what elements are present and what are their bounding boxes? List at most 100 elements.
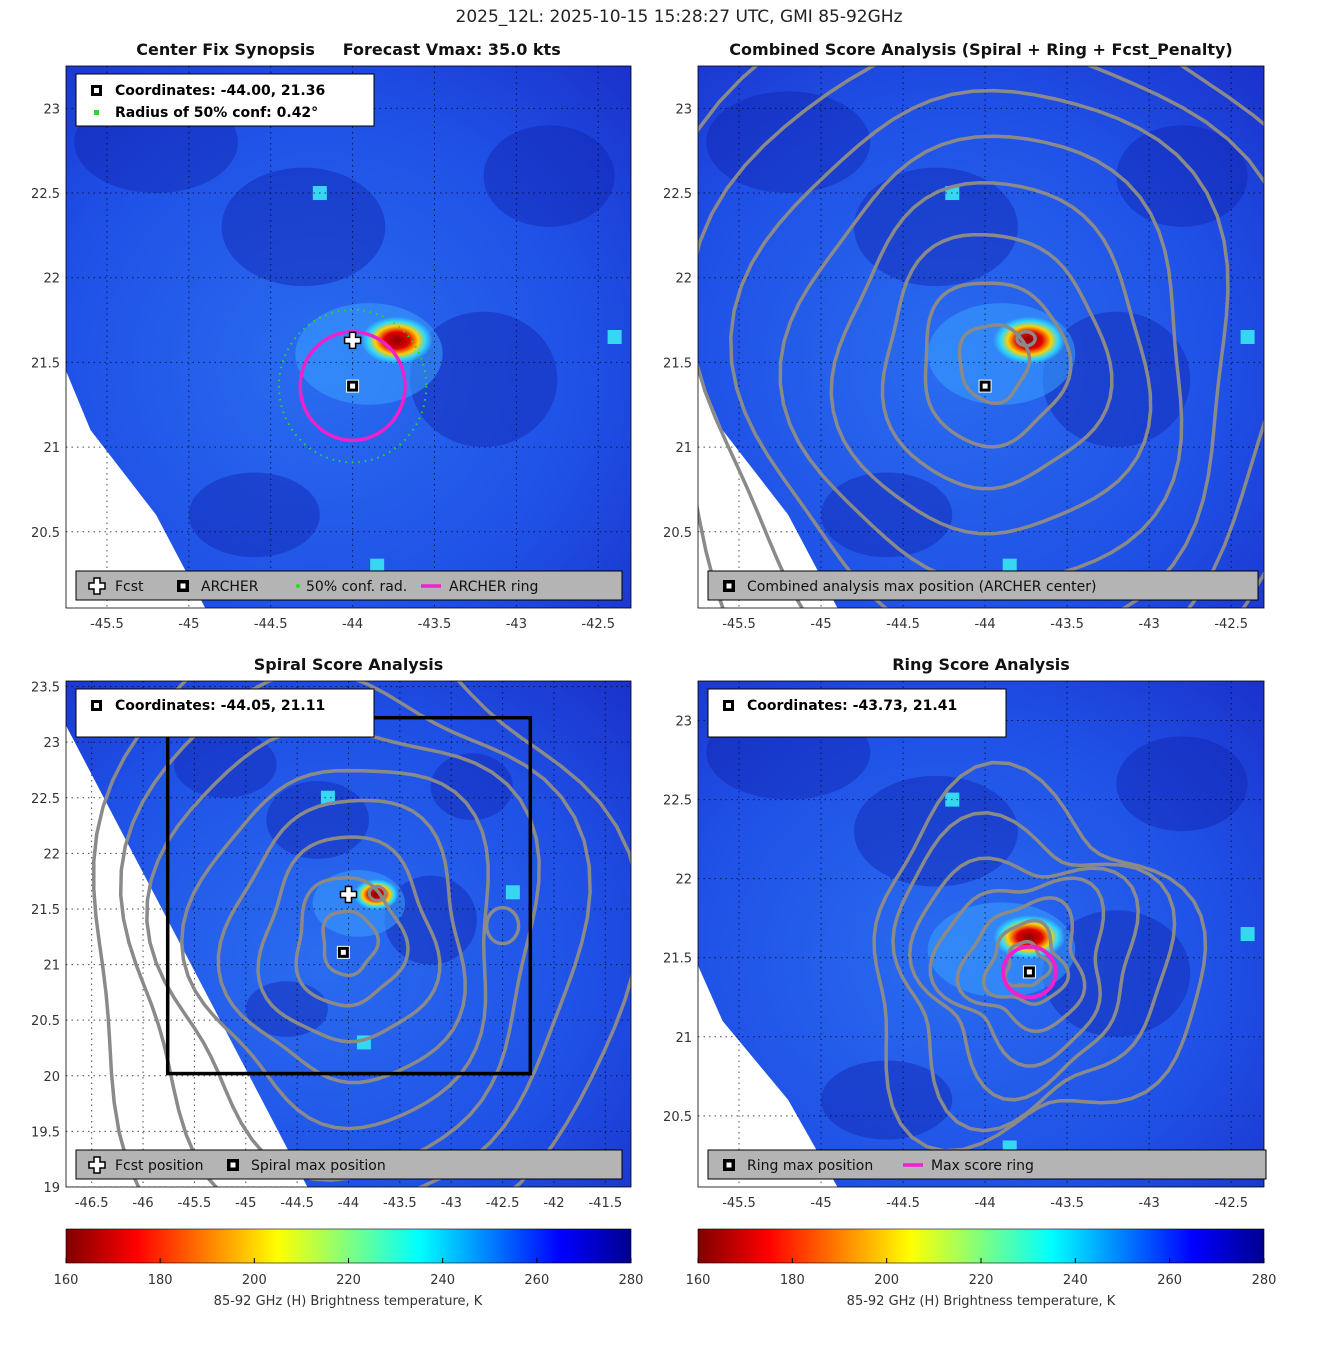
y-tick-label: 19.5	[31, 1125, 60, 1140]
cold-blob	[853, 167, 1018, 287]
y-tick-label: 22.5	[663, 794, 692, 809]
colorbar-tick-label: 260	[1157, 1273, 1182, 1288]
contour-line	[484, 905, 521, 946]
cold-blob	[1116, 736, 1248, 832]
colorbar-tick-label: 160	[54, 1273, 79, 1288]
ring-max-marker-inner	[1026, 969, 1032, 975]
cold-blob	[266, 781, 370, 859]
colorbar-left-label: 85-92 GHz (H) Brightness temperature, K	[214, 1294, 483, 1309]
legend-label: ARCHER	[201, 579, 259, 595]
panel-ring-score: -45.5 -45 -44.5 -44 -43.5 -43 -42.5 20.5 21 21.5 2…	[663, 655, 1267, 1211]
contour-line	[872, 760, 1208, 1153]
axes-frame	[65, 65, 632, 609]
info-text: Coordinates: -44.00, 21.36	[115, 83, 325, 99]
colorbar-tick-label: 180	[148, 1273, 173, 1288]
colorbar-tick-label: 240	[1063, 1273, 1088, 1288]
legend-label: 50% conf. rad.	[306, 579, 407, 595]
convective-pixel	[320, 790, 335, 805]
contour-line	[907, 856, 1140, 1102]
colorbar-tick-label: 220	[336, 1273, 361, 1288]
info-text: Coordinates: -43.73, 21.41	[747, 698, 957, 714]
figure-title: 2025_12L: 2025-10-15 15:28:27 UTC, GMI 8…	[456, 7, 903, 27]
contour-line	[367, 884, 387, 902]
x-tick-label: -45.5	[178, 1196, 212, 1211]
convective-pixel	[1240, 927, 1255, 941]
cold-blob	[1116, 125, 1248, 227]
cold-blob	[188, 472, 320, 558]
info-dot-icon	[94, 110, 99, 115]
contour-line	[179, 768, 490, 1131]
panel-spiral-score: -46.5 -46 -45.5 -45 -44.5 -44 -43.5 -43 -42.5 -42…	[31, 655, 632, 1211]
contour-line	[92, 681, 631, 1187]
x-tick-label: -44.5	[886, 1196, 920, 1211]
x-tick-label: -43	[441, 1196, 462, 1211]
y-tick-label: 23.5	[31, 681, 60, 696]
info-text: Radius of 50% conf: 0.42°	[115, 105, 318, 121]
x-tick-label: -42	[543, 1196, 564, 1211]
y-tick-label: 22	[675, 873, 692, 888]
y-tick-label: 22	[43, 847, 60, 862]
x-tick-label: -42.5	[1214, 1196, 1248, 1211]
contour-line	[981, 918, 1071, 1006]
y-tick-label: 23	[675, 102, 692, 117]
legend-label: ARCHER ring	[449, 579, 538, 595]
archer-center-marker-inner	[350, 383, 356, 389]
legend-label: Spiral max position	[251, 1158, 386, 1174]
forecast-position-marker	[339, 885, 358, 904]
x-tick-label: -42.5	[581, 617, 615, 632]
info-box	[707, 688, 1007, 738]
y-tick-label: 22.5	[31, 792, 60, 807]
contour-line	[923, 281, 1073, 449]
x-tick-label: -46	[132, 1196, 153, 1211]
contour-line	[216, 798, 467, 1085]
convective-pixel	[607, 330, 622, 344]
y-tick-label: 21	[43, 441, 60, 456]
legend	[707, 570, 1259, 601]
contour-line	[256, 835, 442, 1044]
x-tick-label: -45.5	[90, 617, 124, 632]
panel-center-fix-synopsis: -45.5 -45 -44.5 -44 -43.5 -43 -42.5 20.5 21 21.5 2…	[31, 40, 632, 632]
y-tick-label: 21.5	[663, 952, 692, 967]
panel-title: Center Fix Synopsis Forecast Vmax: 35.0 …	[136, 40, 560, 59]
y-tick-label: 22.5	[663, 187, 692, 202]
y-tick-label: 23	[43, 102, 60, 117]
panel-combined-score: -45.5 -45 -44.5 -44 -43.5 -43 -42.5 20.5 21 21.5 2…	[663, 40, 1265, 632]
contour-line	[321, 909, 381, 978]
x-tick-label: -43	[1139, 617, 1160, 632]
x-tick-label: -45	[235, 1196, 256, 1211]
legend-conf-icon	[296, 584, 300, 588]
x-tick-label: -44	[974, 617, 995, 632]
cold-core	[360, 316, 433, 365]
x-tick-label: -45.5	[722, 617, 756, 632]
x-tick-label: -44.5	[886, 617, 920, 632]
contour-line	[145, 725, 541, 1182]
x-tick-label: -45	[810, 1196, 831, 1211]
y-tick-label: 21	[675, 441, 692, 456]
x-tick-label: -42.5	[486, 1196, 520, 1211]
y-tick-label: 20.5	[663, 526, 692, 541]
x-tick-label: -43	[1139, 1196, 1160, 1211]
colorbar-right-label: 85-92 GHz (H) Brightness temperature, K	[847, 1294, 1116, 1309]
y-tick-label: 22	[43, 272, 60, 287]
contour-line	[698, 66, 1264, 608]
legend	[707, 1149, 1267, 1180]
cold-blob	[483, 125, 615, 227]
forecast-position-marker	[343, 331, 362, 350]
x-tick-label: -43.5	[418, 617, 452, 632]
legend	[75, 570, 623, 601]
colorbar-right: 160 180 200 220 240 260 280 85-92 GHz (H) Brig…	[686, 1228, 1276, 1309]
y-tick-label: 20.5	[663, 1110, 692, 1125]
panel-title: Combined Score Analysis (Spiral + Ring +…	[729, 40, 1232, 59]
axes-frame	[697, 65, 1265, 609]
cold-blob	[173, 731, 277, 798]
contour-line	[891, 811, 1177, 1133]
y-tick-label: 20.5	[31, 526, 60, 541]
colorbar-tick-label: 160	[686, 1273, 711, 1288]
panel-title: Ring Score Analysis	[892, 655, 1070, 674]
contour-line	[1015, 329, 1037, 348]
y-tick-label: 20	[43, 1070, 60, 1085]
y-tick-label: 23	[43, 736, 60, 751]
axes-frame	[65, 680, 632, 1188]
x-tick-label: -44	[974, 1196, 995, 1211]
